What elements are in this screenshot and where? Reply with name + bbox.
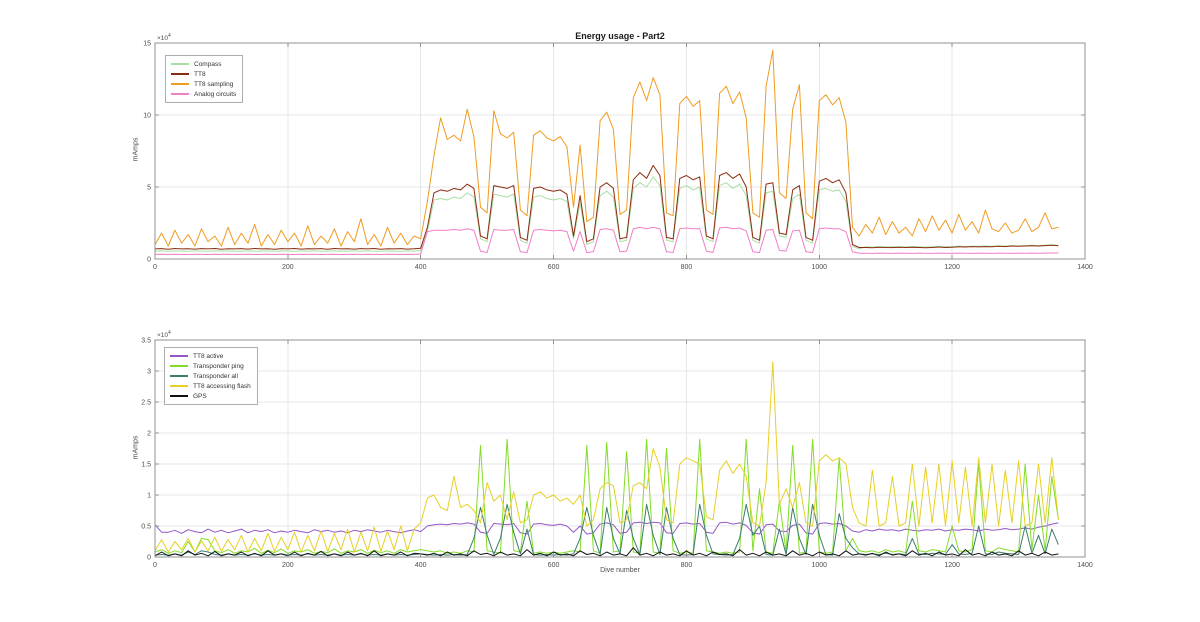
series-line-analog-circuits (155, 226, 1059, 255)
y-tick-label: 15 (143, 41, 151, 48)
x-tick-label: 1000 (811, 562, 827, 569)
legend-label: GPS (193, 392, 207, 400)
legend-top: Compass TT8 TT8 sampling Analog circuits (165, 55, 244, 103)
legend-line-swatch (170, 385, 188, 387)
x-tick-label: 1200 (944, 264, 960, 271)
axes-box (154, 339, 1086, 558)
series-line-tt8-accessing-flash (155, 361, 1059, 553)
legend-label: TT8 (194, 70, 206, 78)
legend-label: Analog circuits (194, 90, 237, 98)
legend-line-swatch (171, 63, 189, 65)
x-tick-label: 1200 (944, 562, 960, 569)
legend-entry-analog-circuits: Analog circuits (171, 89, 236, 99)
y-tick-label: 10 (143, 113, 151, 120)
legend-entry-gps: GPS (170, 391, 251, 401)
series-line-gps (155, 547, 1059, 557)
y-exponent-label-bottom: ×104 (157, 330, 171, 340)
x-tick-label: 1400 (1077, 264, 1093, 271)
series-line-tt8-sampling (155, 49, 1059, 247)
legend-line-swatch (170, 355, 188, 357)
x-tick-label: 400 (415, 562, 427, 569)
x-tick-label: 600 (548, 562, 560, 569)
series-line-tt8-active (155, 521, 1059, 535)
legend-label: TT8 accessing flash (193, 382, 251, 390)
legend-line-swatch (170, 395, 188, 397)
legend-line-swatch (171, 83, 189, 85)
y-tick-label: 2.5 (141, 400, 151, 407)
x-tick-label: 200 (282, 264, 294, 271)
legend-line-swatch (171, 73, 189, 75)
legend-label: Transponder ping (193, 362, 244, 370)
y-tick-label: 1.5 (141, 462, 151, 469)
series-line-tt8 (155, 164, 1059, 250)
series-line-transponder-ping (155, 438, 1059, 554)
y-tick-label: 0 (147, 257, 151, 264)
legend-line-swatch (170, 375, 188, 377)
legend-entry-compass: Compass (171, 59, 236, 69)
x-tick-label: 400 (415, 264, 427, 271)
legend-label: TT8 sampling (194, 80, 234, 88)
x-axis-label: Dive number (600, 567, 640, 574)
legend-entry-tt8-accessing-flash: TT8 accessing flash (170, 381, 251, 391)
axes-box (154, 42, 1086, 260)
x-tick-label: 1400 (1077, 562, 1093, 569)
series-line-transponder-all (155, 503, 1059, 556)
x-tick-label: 0 (153, 264, 157, 271)
chart-title: Energy usage - Part2 (575, 31, 665, 41)
series-line-compass (155, 176, 1059, 252)
legend-entry-tt8-sampling: TT8 sampling (171, 79, 236, 89)
y-tick-label: 3.5 (141, 338, 151, 345)
x-tick-label: 0 (153, 562, 157, 569)
y-exponent-label-top: ×104 (157, 33, 171, 43)
y-tick-label: 2 (147, 431, 151, 438)
legend-entry-transponder-all: Transponder all (170, 371, 251, 381)
legend-entry-tt8: TT8 (171, 69, 236, 79)
legend-label: Transponder all (193, 372, 238, 380)
y-tick-label: 3 (147, 369, 151, 376)
legend-label: TT8 active (193, 352, 224, 360)
legend-entry-transponder-ping: Transponder ping (170, 361, 251, 371)
bottom-chart: 0 200 400 600 800 1000 1200 1400 0 0.5 1 1.5 2 2.5 3 3.… (141, 338, 1093, 570)
y-tick-label: 0 (147, 555, 151, 562)
y-tick-label: 1 (147, 493, 151, 500)
y-tick-label: 0.5 (141, 524, 151, 531)
top-chart: 0 200 400 600 800 1000 1200 1400 0 5 10 15 (143, 41, 1093, 272)
x-tick-label: 1000 (811, 264, 827, 271)
x-tick-label: 200 (282, 562, 294, 569)
legend-bottom: TT8 active Transponder ping Transponder al… (164, 347, 258, 405)
legend-label: Compass (194, 60, 222, 68)
legend-line-swatch (171, 93, 189, 95)
y-tick-label: 5 (147, 185, 151, 192)
legend-line-swatch (170, 365, 188, 367)
legend-entry-tt8-active: TT8 active (170, 351, 251, 361)
x-tick-label: 600 (548, 264, 560, 271)
x-tick-label: 800 (681, 264, 693, 271)
x-tick-label: 800 (681, 562, 693, 569)
